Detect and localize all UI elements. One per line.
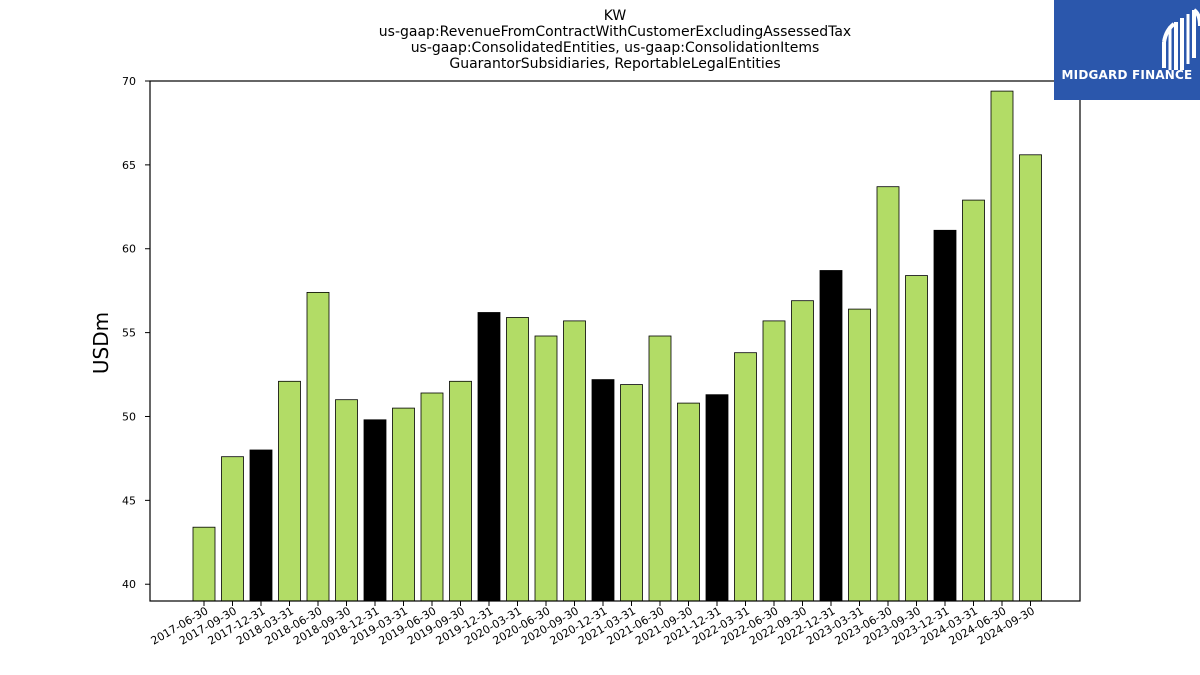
bar-2019-12-31 (477, 312, 501, 602)
bar-2021-03-31 (620, 384, 643, 602)
bar-2020-03-31 (506, 317, 529, 602)
bar-2019-09-30 (449, 380, 472, 602)
bar-2020-06-30 (534, 335, 558, 602)
y-tick-label: 65 (122, 159, 136, 172)
bar-2017-12-31 (249, 449, 273, 602)
bar-2018-03-31 (278, 380, 301, 602)
bar-2022-12-31 (819, 270, 843, 602)
y-axis-label: USDm (89, 312, 113, 374)
bar-2024-09-30 (1019, 154, 1042, 602)
bar-2023-09-30 (905, 275, 928, 602)
bar-2023-06-30 (876, 186, 900, 602)
bar-2019-06-30 (420, 392, 444, 602)
bar-2024-06-30 (990, 90, 1014, 602)
logo-mark-icon (1162, 8, 1200, 70)
bar-2021-12-31 (705, 394, 729, 602)
bar-2020-12-31 (591, 379, 615, 602)
bar-2018-09-30 (335, 399, 358, 602)
bar-2023-12-31 (933, 229, 957, 602)
bar-2024-03-31 (962, 199, 985, 602)
bar-2018-12-31 (363, 419, 387, 602)
bar-2021-06-30 (648, 335, 672, 602)
bar-2017-06-30 (192, 526, 216, 602)
plot-frame (149, 80, 1081, 602)
chart-title: KW (603, 8, 627, 24)
y-axis: 40 45 50 55 60 65 70 (122, 75, 150, 591)
bar-2017-09-30 (221, 456, 244, 602)
bar-2022-03-31 (734, 352, 757, 602)
y-tick-label: 50 (122, 410, 136, 423)
bar-2019-03-31 (392, 407, 415, 602)
y-tick-label: 60 (122, 243, 136, 256)
bar-2022-09-30 (791, 300, 814, 602)
bar-2018-06-30 (306, 291, 330, 602)
bar-2023-03-31 (848, 308, 871, 602)
x-axis: 2017-06-302017-09-302017-12-312018-03-31… (149, 601, 1037, 648)
y-tick-label: 70 (122, 75, 136, 88)
bars-layer (192, 90, 1042, 602)
y-tick-label: 55 (122, 327, 136, 340)
midgard-finance-logo: MIDGARD FINANCE (1054, 0, 1200, 100)
chart-subtitle-2: us-gaap:ConsolidatedEntities, us-gaap:Co… (410, 40, 820, 56)
bar-2020-09-30 (563, 320, 586, 602)
y-tick-label: 40 (122, 578, 136, 591)
logo-text: MIDGARD FINANCE (1061, 68, 1193, 82)
chart-subtitle-3: GuarantorSubsidiaries, ReportableLegalEn… (449, 56, 781, 72)
y-tick-label: 45 (122, 494, 136, 507)
bar-2022-06-30 (762, 320, 786, 602)
chart-subtitle-1: us-gaap:RevenueFromContractWithCustomerE… (378, 24, 852, 40)
bar-2021-09-30 (677, 402, 700, 602)
